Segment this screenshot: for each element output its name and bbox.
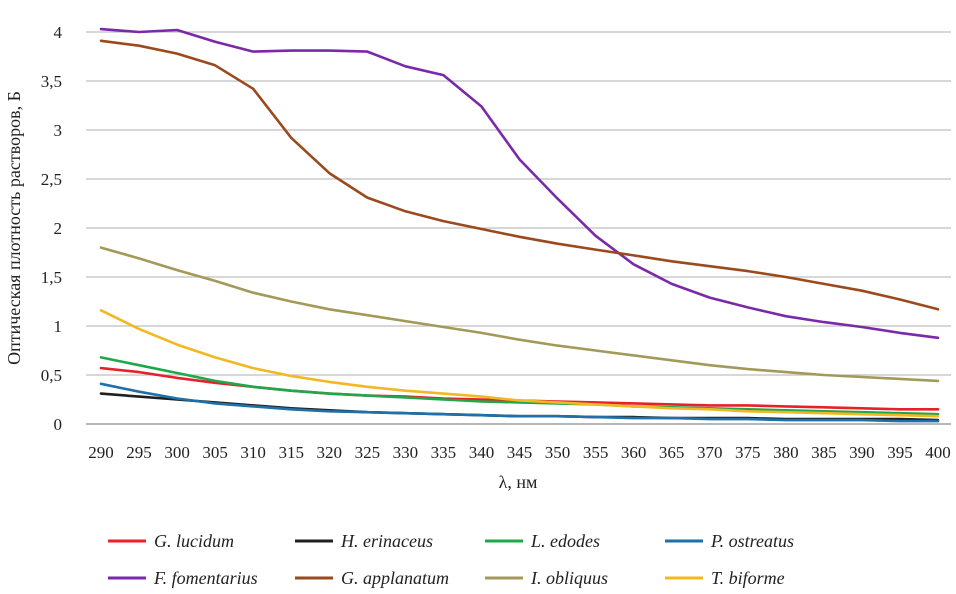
y-tick-label: 0,5	[41, 366, 62, 385]
legend-item-t-biforme: T. biforme	[665, 568, 785, 588]
y-tick-labels: 0 0,5 1 1,5 2 2,5 3 3,5 4	[41, 23, 63, 434]
series-lines	[99, 27, 940, 423]
x-tick-labels: 290 295 300 305 310 315 320 325 330 335 340 345 350 3…	[88, 443, 951, 462]
x-tick-label: 325	[355, 443, 381, 462]
x-axis-title: λ, нм	[499, 472, 538, 492]
x-tick-label: 295	[126, 443, 152, 462]
legend-label: P. ostreatus	[710, 531, 794, 551]
x-tick-label: 365	[659, 443, 685, 462]
legend-item-g-lucidum: G. lucidum	[108, 531, 234, 551]
x-tick-label: 355	[583, 443, 609, 462]
series-line-t-biforme	[99, 308, 940, 418]
y-axis-title: Оптическая плотность растворов, Б	[4, 91, 24, 365]
x-tick-label: 320	[317, 443, 343, 462]
legend-item-h-erinaceus: H. erinaceus	[295, 531, 433, 551]
legend-label: G. applanatum	[341, 568, 449, 588]
y-tick-label: 3,5	[41, 72, 62, 91]
legend-item-i-obliquus: I. obliquus	[485, 568, 608, 588]
x-tick-label: 340	[469, 443, 495, 462]
x-tick-label: 380	[773, 443, 799, 462]
x-tick-label: 290	[88, 443, 114, 462]
series-line-f-fomentarius	[99, 27, 940, 340]
x-tick-label: 385	[811, 443, 837, 462]
legend-label: G. lucidum	[154, 531, 234, 551]
y-tick-label: 2	[54, 219, 63, 238]
x-tick-label: 345	[507, 443, 533, 462]
y-tick-label: 3	[54, 121, 63, 140]
y-tick-label: 1	[54, 317, 63, 336]
series-line-i-obliquus	[99, 246, 940, 383]
legend-label: F. fomentarius	[153, 568, 258, 588]
series-line-p-ostreatus	[99, 382, 940, 423]
series-line-l-edodes	[99, 356, 940, 416]
y-tick-label: 0	[54, 415, 63, 434]
legend-item-l-edodes: L. edodes	[485, 531, 600, 551]
legend-label: I. obliquus	[530, 568, 608, 588]
x-tick-label: 300	[164, 443, 190, 462]
x-tick-label: 305	[202, 443, 228, 462]
legend: G. lucidum H. erinaceus L. edodes P. ostrea…	[108, 531, 794, 588]
legend-label: L. edodes	[530, 531, 600, 551]
x-tick-label: 395	[887, 443, 913, 462]
x-tick-label: 390	[849, 443, 875, 462]
gridlines	[86, 31, 951, 376]
x-tick-label: 375	[735, 443, 761, 462]
x-tick-label: 360	[621, 443, 647, 462]
legend-item-p-ostreatus: P. ostreatus	[665, 531, 794, 551]
legend-label: H. erinaceus	[340, 531, 433, 551]
x-tick-label: 330	[393, 443, 419, 462]
x-tick-label: 335	[431, 443, 457, 462]
legend-label: T. biforme	[711, 568, 785, 588]
x-tick-label: 310	[240, 443, 266, 462]
x-tick-label: 370	[697, 443, 723, 462]
y-tick-label: 1,5	[41, 268, 62, 287]
x-tick-label: 350	[545, 443, 571, 462]
legend-item-g-applanatum: G. applanatum	[295, 568, 449, 588]
legend-item-f-fomentarius: F. fomentarius	[108, 568, 258, 588]
x-tick-label: 315	[278, 443, 304, 462]
x-tick-label: 400	[925, 443, 951, 462]
y-tick-label: 2,5	[41, 170, 62, 189]
series-line-g-applanatum	[99, 39, 940, 311]
y-tick-label: 4	[54, 23, 63, 42]
